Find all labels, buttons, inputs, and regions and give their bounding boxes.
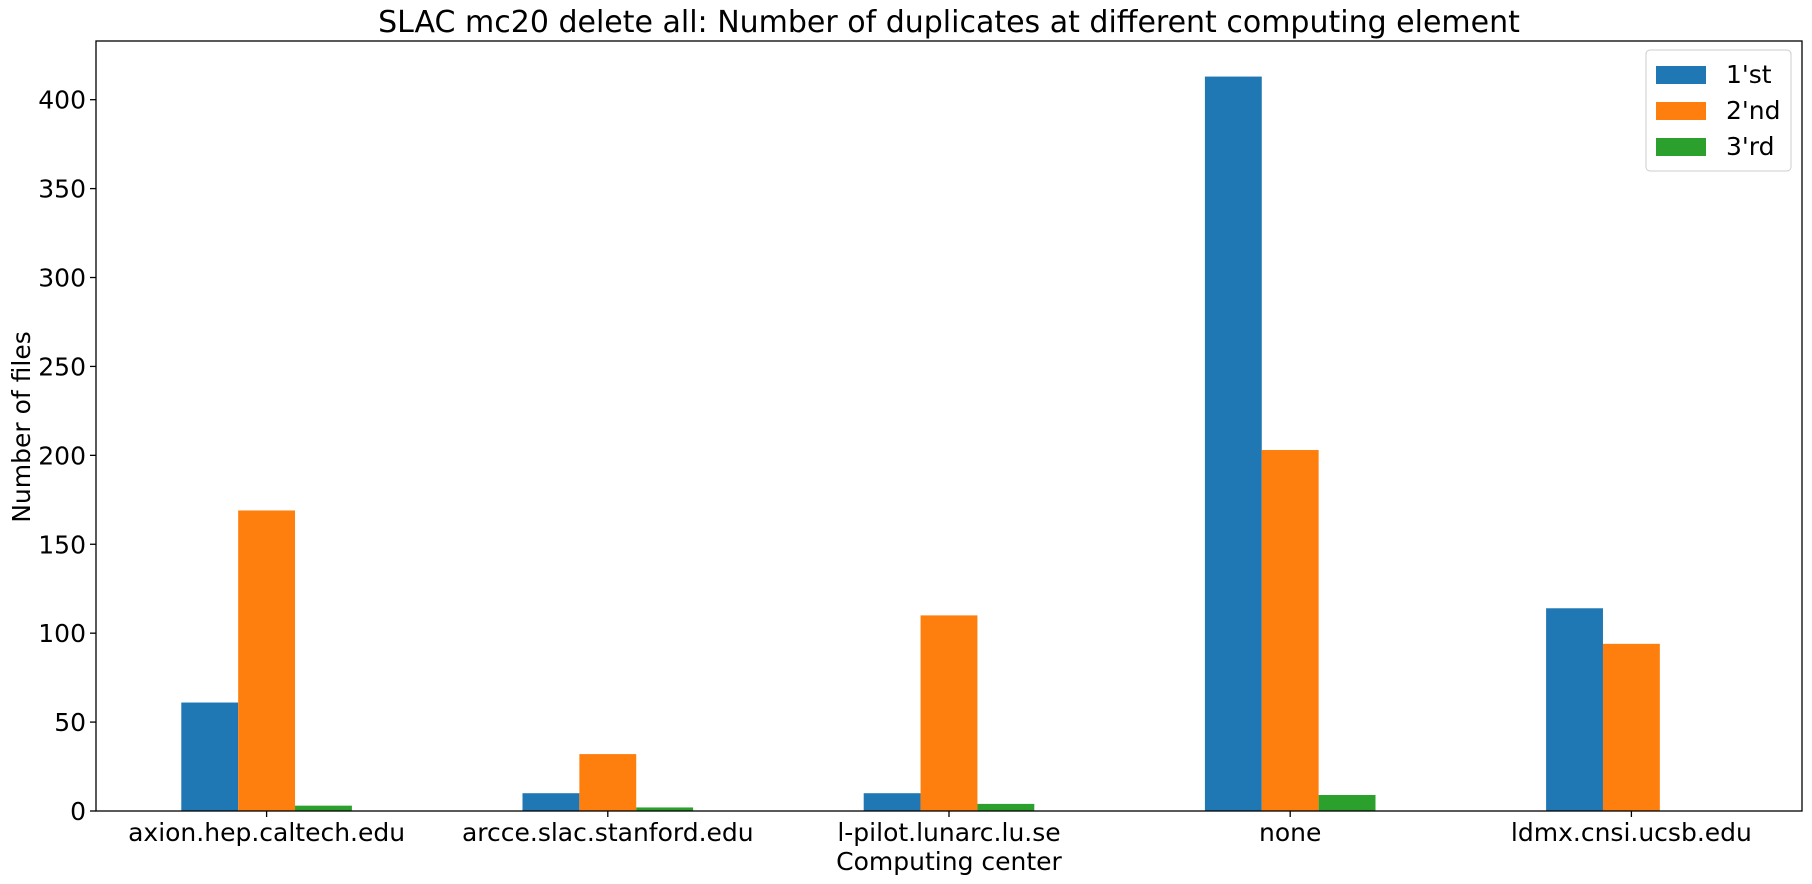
bar-2-1 — [238, 510, 296, 811]
bar-1-2 — [522, 793, 580, 811]
y-tick-label: 250 — [38, 352, 86, 381]
legend-label: 2'nd — [1726, 96, 1781, 125]
bar-2-5 — [1602, 643, 1660, 811]
y-tick-label: 300 — [38, 264, 86, 293]
x-tick-label: ldmx.cnsi.ucsb.edu — [1511, 818, 1752, 847]
bar-3-4 — [1318, 794, 1376, 811]
y-tick-label: 200 — [38, 441, 86, 470]
x-ticks: axion.hep.caltech.edu arcce.slac.stanford… — [128, 811, 1752, 847]
y-tick-label: 150 — [38, 530, 86, 559]
y-tick-label: 50 — [54, 708, 86, 737]
plot-frame — [95, 40, 1803, 812]
bar-2-3 — [920, 615, 978, 811]
bar-1-4 — [1204, 76, 1262, 812]
x-axis-label: Computing center — [836, 847, 1062, 876]
x-tick-label: l-pilot.lunarc.lu.se — [837, 818, 1060, 847]
legend-label: 3'rd — [1726, 132, 1775, 161]
y-tick-label: 400 — [38, 86, 86, 115]
bar-3-1 — [295, 805, 352, 811]
x-tick-label: axion.hep.caltech.edu — [128, 818, 405, 847]
bar-1-1 — [181, 702, 239, 811]
legend: 1'st 2'nd 3'rd — [1645, 49, 1792, 172]
y-tick-label: 100 — [38, 619, 86, 648]
y-axis-label: Number of files — [7, 331, 36, 523]
legend-swatch — [1656, 66, 1706, 84]
bar-2-4 — [1261, 450, 1319, 811]
bars-layer — [181, 76, 1660, 812]
x-tick-label: arcce.slac.stanford.edu — [462, 818, 754, 847]
bar-3-3 — [977, 803, 1035, 811]
bar-1-5 — [1546, 608, 1603, 811]
legend-swatch — [1656, 102, 1706, 120]
x-tick-label: none — [1259, 818, 1321, 847]
bar-3-2 — [636, 807, 694, 811]
y-tick-label: 350 — [38, 175, 86, 204]
bar-1-3 — [863, 793, 921, 811]
chart-title: SLAC mc20 delete all: Number of duplicat… — [378, 5, 1520, 40]
y-tick-label: 0 — [70, 797, 86, 826]
legend-swatch — [1656, 138, 1706, 156]
y-ticks: 0 50 100 150 200 250 300 350 400 — [38, 86, 96, 826]
bar-2-2 — [579, 754, 637, 811]
legend-label: 1'st — [1726, 60, 1772, 89]
